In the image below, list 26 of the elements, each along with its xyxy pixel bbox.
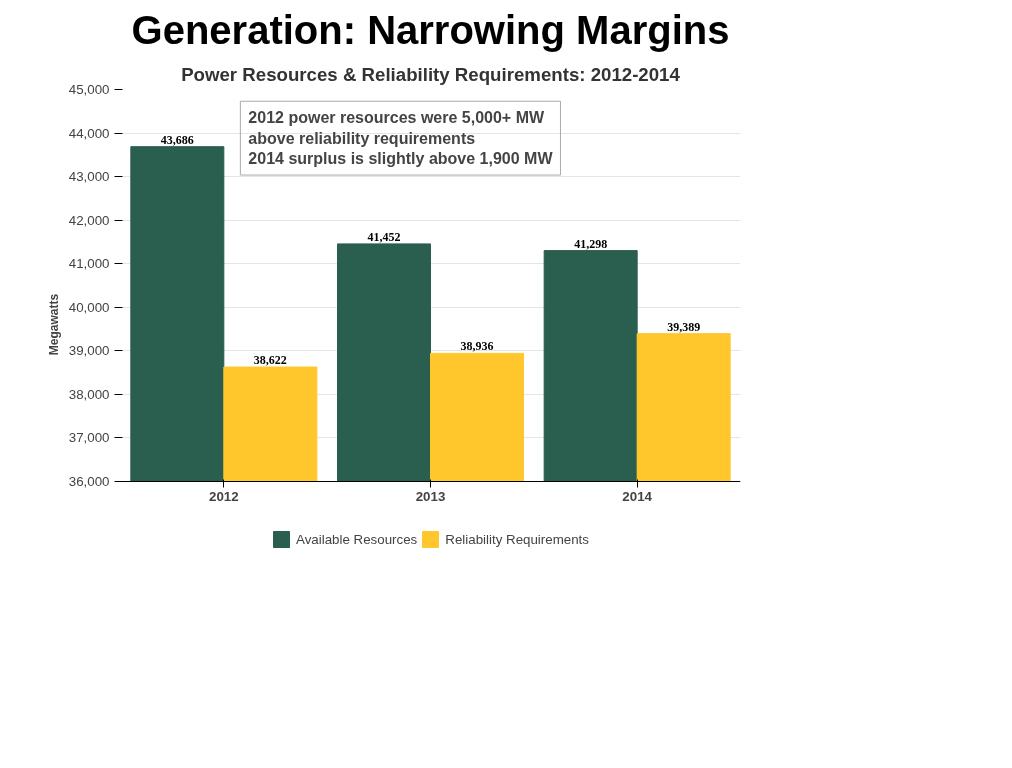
annotation: 2012 power resources were 5,000+ MW above reliability requirements xyxy=(248,109,545,147)
y-tick-label: 37,000 xyxy=(68,430,110,446)
y-tick-label: 41,000 xyxy=(68,256,110,272)
x-tick-label: 2012 xyxy=(209,489,239,505)
data-label: 43,686 xyxy=(160,132,194,147)
y-axis-title: Megawatts xyxy=(46,293,61,356)
chart-subtitle: Power Resources & Reliability Requirements: 2012-2014 xyxy=(181,63,681,85)
data-label: 39,389 xyxy=(667,319,701,334)
data-label: 41,298 xyxy=(574,236,608,251)
legend-label: Available Resources xyxy=(296,531,418,547)
y-tick-label: 38,000 xyxy=(68,386,110,402)
data-label: 41,452 xyxy=(367,229,401,244)
legend-label: Reliability Requirements xyxy=(445,531,589,547)
annotation: 2014 surplus is slightly above 1,900 MW xyxy=(248,150,554,168)
y-tick-label: 40,000 xyxy=(68,299,110,315)
x-tick-label: 2013 xyxy=(415,489,446,505)
data-label: 38,936 xyxy=(460,339,494,354)
y-tick-label: 42,000 xyxy=(68,212,110,228)
y-tick-label: 45,000 xyxy=(68,82,110,97)
data-label: 38,622 xyxy=(253,353,287,368)
y-tick-label: 36,000 xyxy=(68,473,110,489)
y-tick-label: 44,000 xyxy=(68,125,110,141)
x-tick-label: 2014 xyxy=(622,489,653,505)
y-tick-label: 39,000 xyxy=(68,343,110,359)
y-tick-label: 43,000 xyxy=(68,169,110,185)
chart-title: Generation: Narrowing Margins xyxy=(131,7,730,52)
